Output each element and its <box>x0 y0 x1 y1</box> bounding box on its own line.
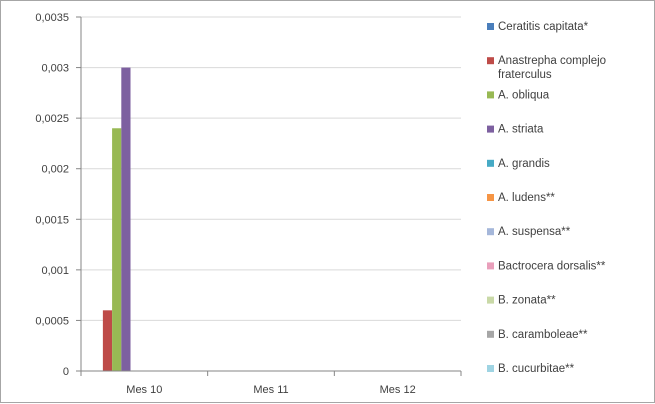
gridlines <box>81 16 461 321</box>
legend-label: A. grandis <box>498 158 550 170</box>
legend-label-line: Bactrocera dorsalis** <box>498 260 606 272</box>
y-tick-label: 0,002 <box>41 164 69 176</box>
legend: Ceratitis capitata* Anastrepha complejo fr… <box>487 21 606 375</box>
x-tick-label: Mes 10 <box>126 384 162 396</box>
legend-label-line: B. zonata** <box>498 295 556 307</box>
legend-label: A. obliqua <box>498 89 550 101</box>
legend-swatch <box>487 125 494 133</box>
y-tick-label: 0,0035 <box>35 12 69 24</box>
axes: 0 0,0005 0,001 0,0015 0,002 0,0025 0,003 0,0035… <box>35 12 462 396</box>
bar <box>121 67 131 372</box>
y-tick-label: 0 <box>63 366 69 378</box>
legend-swatch <box>487 365 494 372</box>
legend-label-line: A. ludens** <box>498 192 555 204</box>
legend-swatch <box>487 159 494 167</box>
y-tick-label: 0,001 <box>41 265 69 277</box>
legend-swatch <box>487 91 494 99</box>
legend-label-line: A. grandis <box>498 158 550 170</box>
y-tick-label: 0,0025 <box>35 113 69 125</box>
legend-label-line: B. caramboleae** <box>498 329 588 341</box>
legend-swatch <box>487 296 494 304</box>
legend-swatch <box>487 23 494 30</box>
y-tick-label: 0,0005 <box>35 315 69 327</box>
x-tick-label: Mes 12 <box>380 384 416 396</box>
bars <box>102 67 131 372</box>
legend-swatch <box>487 228 494 236</box>
legend-label: B. caramboleae** <box>498 329 588 341</box>
legend-label: A. suspensa** <box>498 226 571 238</box>
legend-label: B. zonata** <box>498 295 556 307</box>
legend-label-line: A. suspensa** <box>498 226 571 238</box>
legend-label: A. ludens** <box>498 192 555 204</box>
legend-label-line: A. obliqua <box>498 89 550 101</box>
legend-label: Bactrocera dorsalis** <box>498 260 606 272</box>
bar <box>102 310 113 371</box>
bar <box>112 128 122 371</box>
legend-label: B. cucurbitae** <box>498 363 575 375</box>
legend-label-line: Anastrepha complejo <box>498 55 606 67</box>
legend-label-line: B. cucurbitae** <box>498 363 575 375</box>
legend-swatch <box>487 330 494 338</box>
legend-label: Anastrepha complejo fraterculus <box>498 55 606 81</box>
legend-swatch <box>487 57 494 65</box>
legend-swatch <box>487 262 494 270</box>
legend-label: Ceratitis capitata* <box>498 21 589 33</box>
y-tick-label: 0,003 <box>41 63 69 75</box>
legend-label-line: Ceratitis capitata* <box>498 21 589 33</box>
x-tick-label: Mes 11 <box>253 384 288 396</box>
legend-label: A. striata <box>498 124 544 136</box>
legend-label-line: A. striata <box>498 124 544 136</box>
legend-label-line: fraterculus <box>498 69 552 81</box>
legend-swatch <box>487 194 494 201</box>
y-tick-label: 0,0015 <box>35 214 69 226</box>
